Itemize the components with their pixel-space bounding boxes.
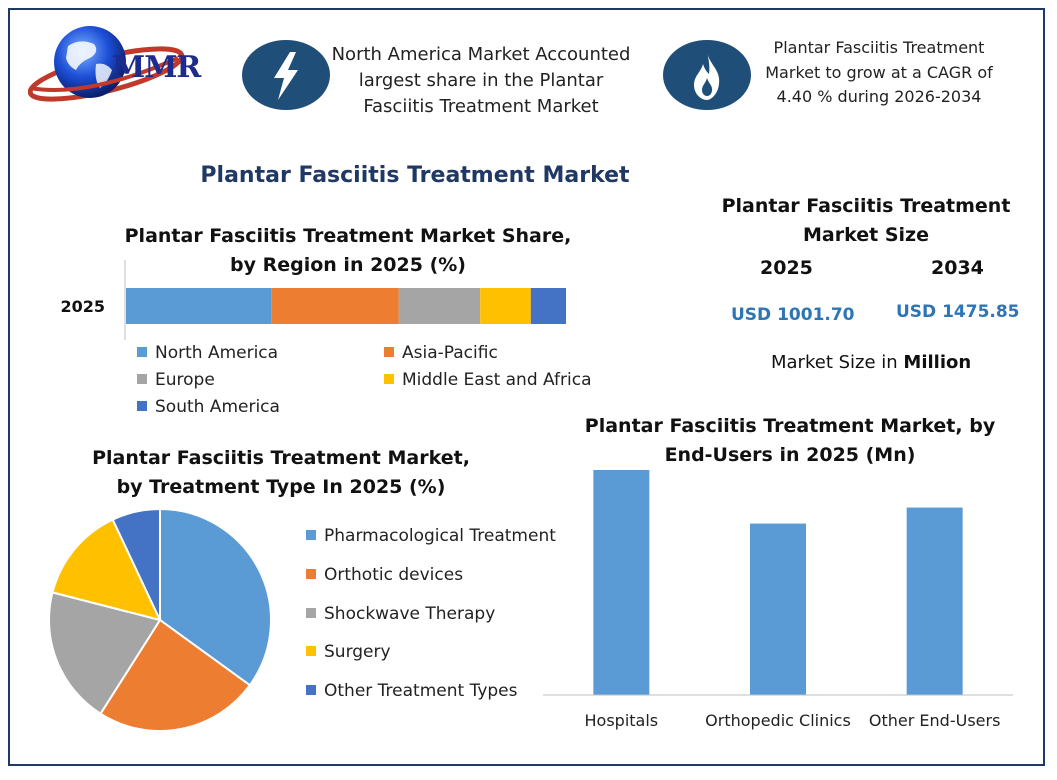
legend-label: Other Treatment Types (324, 681, 518, 702)
legend-label: Surgery (324, 642, 391, 663)
bar-orthopedic-clinics (750, 523, 806, 695)
highlight-text-north-america: North America Market Accounted largest s… (331, 44, 631, 117)
legend-swatch (306, 646, 316, 657)
legend-swatch (384, 347, 394, 357)
legend-label: Shockwave Therapy (324, 603, 496, 624)
infographic-frame (8, 8, 1045, 766)
legend-swatch (306, 568, 316, 579)
x-tick-label-hospitals: Hospitals (585, 711, 659, 730)
region-segment-europe (398, 288, 481, 324)
pie-slice-shockwave-therapy (48, 591, 162, 716)
highlight-icon-circle (663, 40, 751, 110)
logo-text: MMR (112, 50, 201, 85)
x-tick-label-other-end-users: Other End-Users (869, 711, 1001, 730)
region-legend-item-south-america: South America (137, 397, 280, 417)
flame-icon (694, 52, 720, 100)
highlight-text-cagr: Plantar Fasciitis Treatment Market to gr… (765, 38, 993, 106)
region-legend-item-europe: Europe (137, 370, 215, 390)
legend-label: Asia-Pacific (402, 343, 498, 363)
region-legend-item-north-america: North America (137, 343, 278, 363)
treatment-legend-item-pharmacological-treatment: Pharmacological Treatment (306, 526, 556, 546)
region-category-label: 2025 (60, 297, 105, 316)
market-size-year-2025: 2025 (760, 257, 813, 279)
region-segment-north-america (126, 288, 272, 324)
legend-label: Middle East and Africa (402, 370, 592, 390)
unit-million: Million (903, 352, 972, 373)
treatment-legend-item-shockwave-therapy: Shockwave Therapy (306, 604, 495, 624)
legend-swatch (137, 347, 147, 357)
unit-prefix: Market Size in (771, 352, 904, 373)
bar-hospitals (593, 470, 650, 695)
legend-label: North America (155, 343, 279, 363)
legend-swatch (137, 374, 147, 384)
end-users-bar-chart: Hospitals Orthopedic Clinics Other End-Use… (543, 470, 1013, 730)
market-size-year-2034: 2034 (931, 257, 984, 279)
globe-icon (27, 26, 185, 102)
region-stacked-bar-chart: 2025 (60, 260, 566, 340)
page-title: Plantar Fasciitis Treatment Market (200, 163, 630, 188)
x-tick-label-orthopedic-clinics: Orthopedic Clinics (705, 711, 851, 730)
region-segment-south-america (530, 288, 566, 324)
legend-swatch (306, 685, 316, 696)
legend-swatch (306, 607, 316, 618)
market-size-value-2025: USD 1001.70 (731, 305, 855, 325)
legend-label: Pharmacological Treatment (324, 526, 556, 546)
region-legend-item-asia-pacific: Asia-Pacific (384, 343, 498, 363)
bar-other-end-users (906, 507, 963, 695)
legend-label: Europe (155, 370, 215, 390)
legend-swatch (306, 530, 316, 540)
legend-swatch (384, 374, 394, 384)
pie-slice-surgery (51, 518, 162, 622)
market-size-unit-note: Market Size in Million (771, 352, 971, 373)
treatment-chart-title: Plantar Fasciitis Treatment Market, by T… (92, 447, 470, 498)
market-size-title: Plantar Fasciitis Treatment Market Size (721, 195, 1011, 246)
mmr-logo: MMR (27, 18, 228, 113)
pie-slice-orthotic-devices (99, 618, 252, 732)
lightning-bolt-icon (274, 52, 298, 100)
treatment-pie-chart (48, 507, 272, 732)
region-segment-middle-east-and-africa (480, 288, 531, 324)
treatment-legend-item-other-treatment-types: Other Treatment Types (306, 681, 517, 701)
market-size-value-2034: USD 1475.85 (896, 302, 1020, 322)
legend-label: South America (155, 397, 280, 417)
pie-slice-pharmacological-treatment (159, 507, 272, 687)
treatment-legend-item-surgery: Surgery (306, 642, 391, 662)
legend-swatch (137, 401, 147, 411)
treatment-legend-item-orthotic-devices: Orthotic devices (306, 565, 463, 585)
highlight-icon-circle (242, 40, 330, 110)
region-segment-asia-pacific (271, 288, 399, 324)
legend-label: Orthotic devices (324, 564, 464, 585)
pie-slice-other-treatment-types (111, 507, 161, 621)
region-legend-item-middle-east-and-africa: Middle East and Africa (384, 370, 592, 390)
end-users-chart-title: Plantar Fasciitis Treatment Market, by E… (584, 415, 996, 466)
region-chart-title: Plantar Fasciitis Treatment Market Share… (124, 225, 572, 276)
